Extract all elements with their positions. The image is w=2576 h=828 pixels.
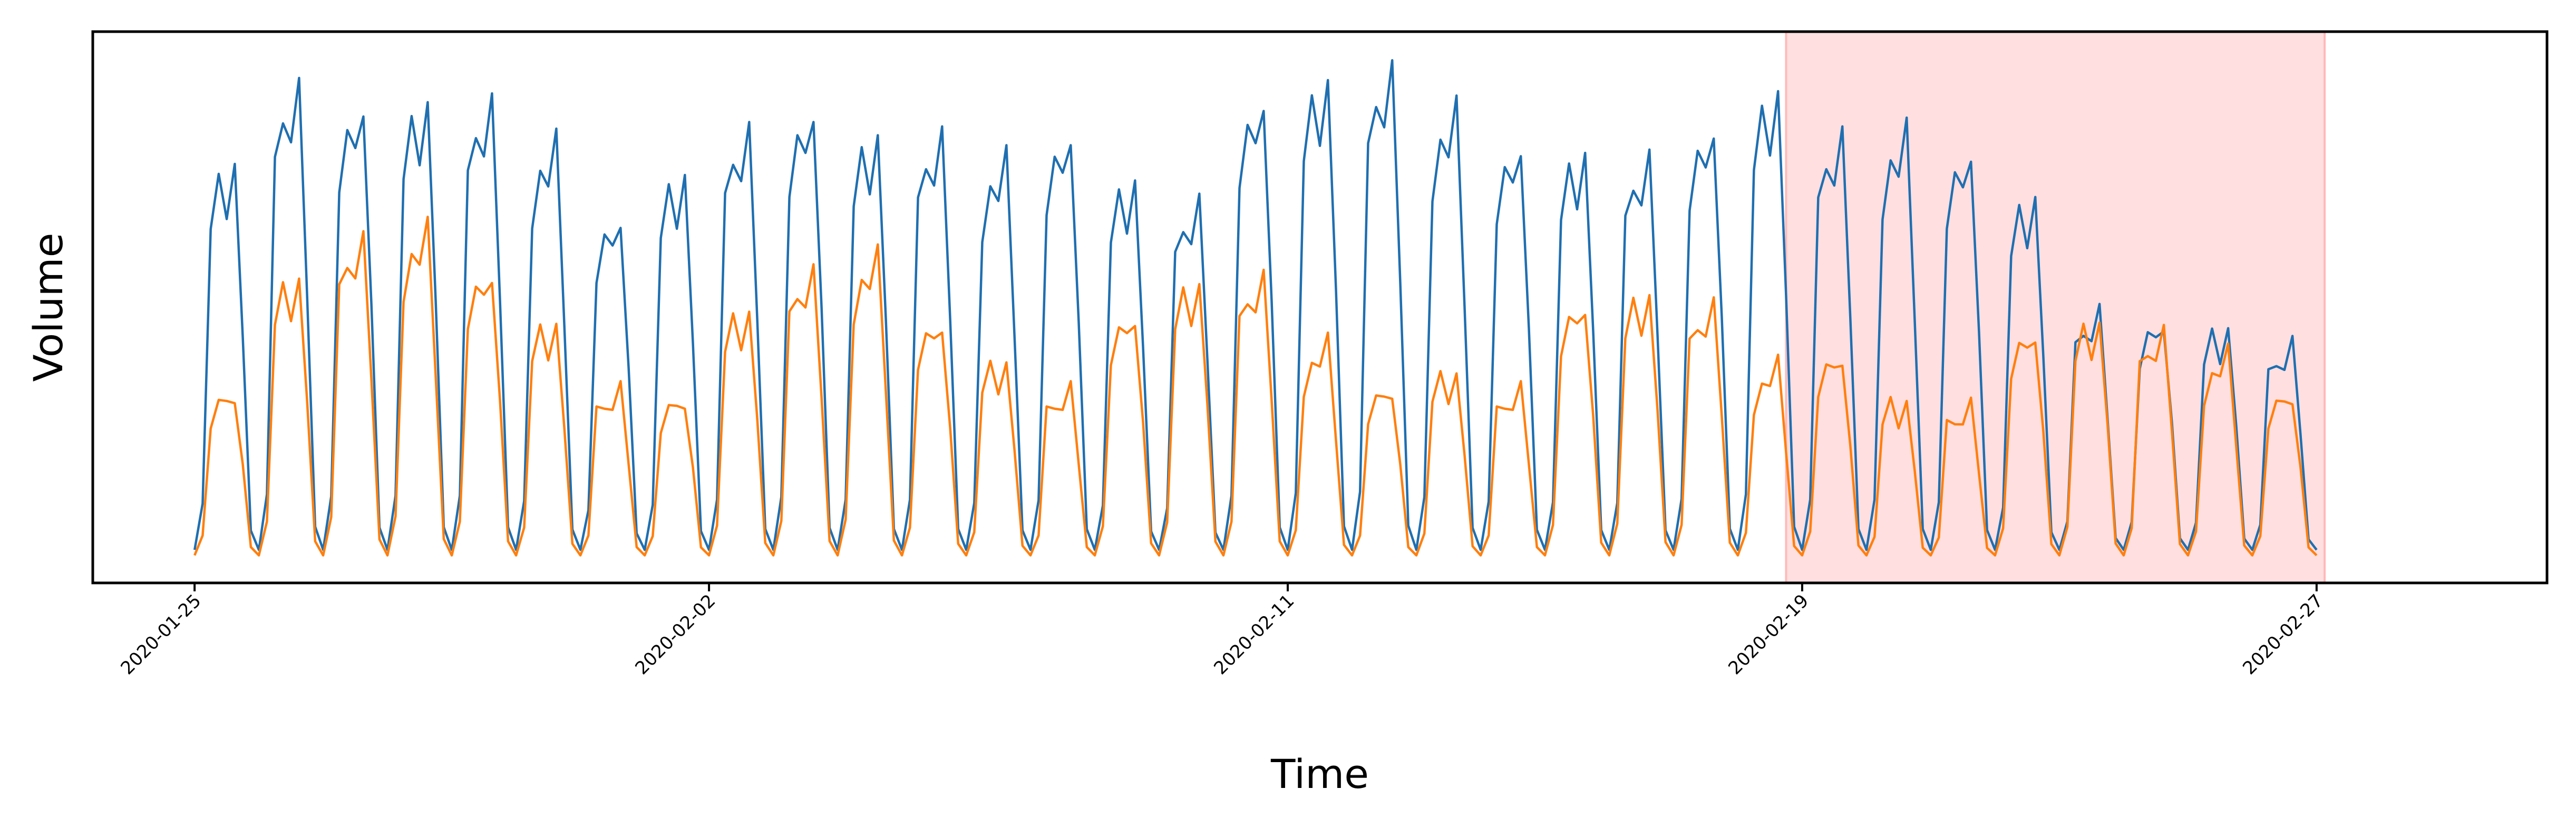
plot-frame — [91, 30, 2549, 585]
series-line-1 — [193, 59, 2318, 551]
x-axis-label: Time — [1270, 751, 1369, 797]
y-axis-label: Volume — [25, 233, 72, 382]
series-layer — [193, 59, 2318, 557]
highlight-region-layer — [1785, 31, 2326, 584]
series-line-2 — [193, 216, 2318, 557]
highlight-region — [1785, 31, 2326, 584]
